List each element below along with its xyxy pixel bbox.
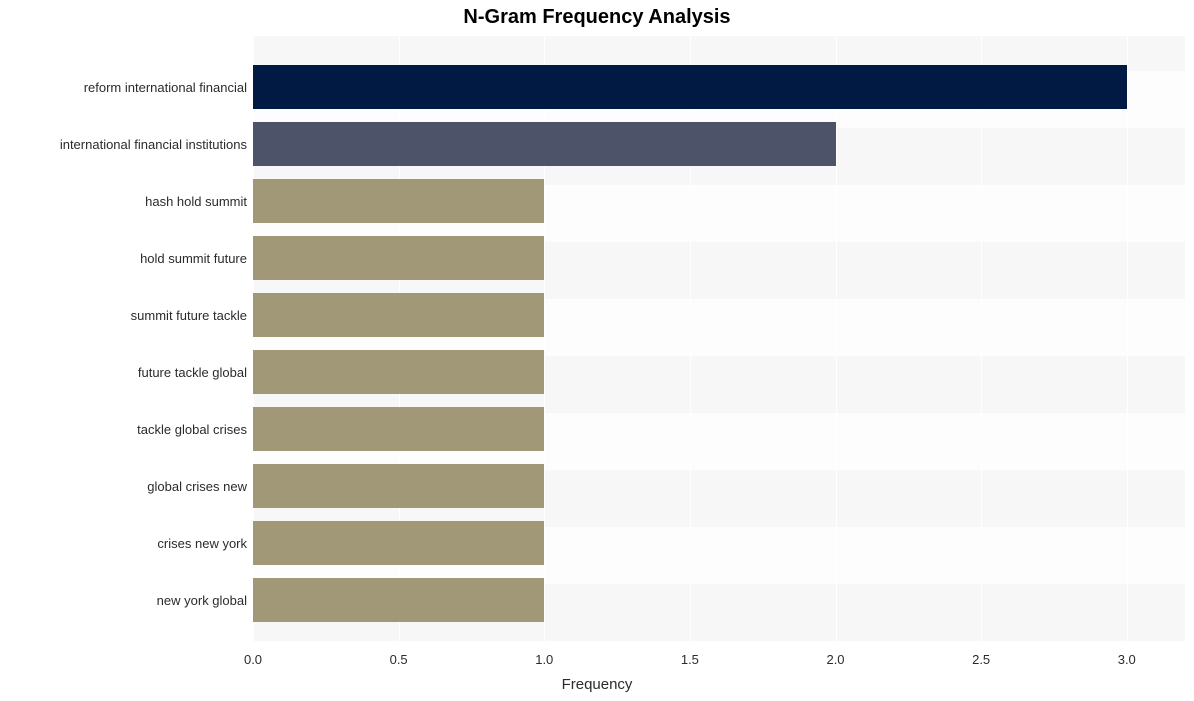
- x-tick-label: 2.0: [826, 652, 844, 667]
- bar: [253, 464, 544, 508]
- grid-line: [836, 36, 837, 642]
- y-tick-label: global crises new: [147, 479, 247, 494]
- y-tick-label: reform international financial: [84, 80, 247, 95]
- ngram-chart: N-Gram Frequency Analysis Frequency refo…: [0, 0, 1194, 701]
- y-tick-label: hold summit future: [140, 251, 247, 266]
- chart-title: N-Gram Frequency Analysis: [0, 6, 1194, 29]
- bar: [253, 350, 544, 394]
- x-tick-label: 1.5: [681, 652, 699, 667]
- bar: [253, 578, 544, 622]
- y-tick-label: hash hold summit: [145, 194, 247, 209]
- bar: [253, 179, 544, 223]
- x-tick-label: 2.5: [972, 652, 990, 667]
- bar: [253, 293, 544, 337]
- y-tick-label: future tackle global: [138, 365, 247, 380]
- grid-line: [1127, 36, 1128, 642]
- bar: [253, 122, 836, 166]
- grid-band: [253, 641, 1185, 643]
- x-axis-label: Frequency: [0, 676, 1194, 693]
- y-tick-label: tackle global crises: [137, 422, 247, 437]
- x-tick-label: 0.0: [244, 652, 262, 667]
- y-tick-label: crises new york: [157, 536, 247, 551]
- x-tick-label: 3.0: [1118, 652, 1136, 667]
- bar: [253, 65, 1127, 109]
- x-tick-label: 1.0: [535, 652, 553, 667]
- y-tick-label: new york global: [157, 593, 247, 608]
- bar: [253, 407, 544, 451]
- y-tick-label: summit future tackle: [131, 308, 247, 323]
- x-tick-label: 0.5: [390, 652, 408, 667]
- bar: [253, 521, 544, 565]
- plot-area: [253, 36, 1185, 642]
- y-tick-label: international financial institutions: [60, 137, 247, 152]
- grid-line: [981, 36, 982, 642]
- bar: [253, 236, 544, 280]
